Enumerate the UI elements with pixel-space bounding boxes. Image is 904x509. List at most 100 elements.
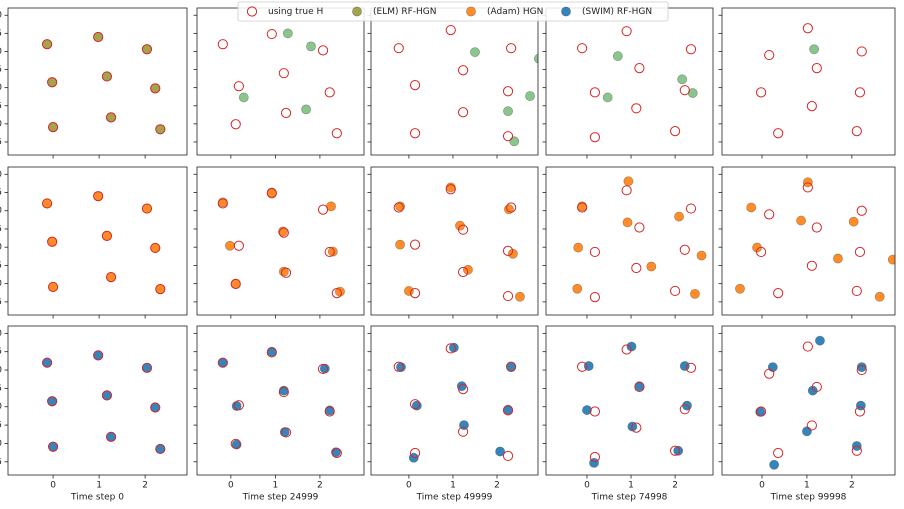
point (507, 248, 518, 259)
point (634, 63, 645, 74)
legend-marker (561, 6, 571, 17)
x-axis-label: Time step 0 (70, 493, 124, 503)
panel-frame (721, 166, 896, 316)
panel-frame (196, 7, 365, 156)
point (105, 112, 117, 123)
point (802, 182, 813, 193)
panel: 0.5 0.0 0.5 1.0 1.5 2.0 2.5 3.0 (0, 166, 188, 319)
point (589, 451, 601, 463)
panel-frame (370, 7, 539, 156)
point (755, 246, 767, 258)
point (502, 290, 514, 302)
point (47, 281, 59, 293)
point (317, 45, 329, 56)
point (802, 23, 813, 34)
point (685, 44, 697, 55)
point (495, 446, 506, 457)
panel-frame (370, 166, 539, 316)
point (470, 47, 480, 58)
point (735, 283, 745, 294)
point (105, 431, 117, 442)
point (101, 230, 113, 241)
point (621, 344, 632, 355)
point (621, 185, 632, 196)
point (811, 381, 822, 393)
point (324, 87, 335, 98)
point (101, 71, 113, 82)
points (735, 177, 895, 302)
point (502, 450, 514, 462)
panel: 0 1 2 Time step 74998 (542, 325, 714, 503)
point (677, 74, 688, 85)
point (409, 128, 421, 139)
point (631, 103, 642, 114)
x-tick-label: 0 (50, 481, 56, 491)
point (623, 176, 634, 187)
point (773, 128, 784, 139)
point (582, 405, 592, 415)
point (327, 246, 338, 257)
point (755, 406, 767, 417)
point (577, 202, 588, 213)
point (324, 406, 335, 417)
point (622, 217, 633, 228)
point (266, 188, 277, 199)
y-tick-label: 0.5 (0, 297, 2, 307)
x-tick-label: 1 (628, 481, 634, 491)
point (577, 43, 588, 54)
point (696, 250, 707, 261)
point (626, 341, 637, 352)
points (217, 346, 342, 459)
legend-label: using true H (268, 7, 323, 17)
panel-frame (721, 7, 896, 156)
y-tick-label: 3.0 (0, 170, 2, 180)
panel-frame (196, 325, 365, 476)
x-tick-label: 0 (406, 481, 412, 491)
point (266, 347, 277, 358)
point (589, 87, 601, 98)
panel (193, 7, 365, 159)
point (409, 399, 421, 410)
point (331, 447, 342, 459)
point (278, 68, 289, 79)
panel: 0 1 2 Time step 24999 (193, 325, 365, 503)
panel: 0.5 0.0 0.5 1.0 1.5 2.0 2.5 3.0 0 1 2 Time step 0 (0, 325, 188, 503)
x-tick-label: 2 (672, 481, 678, 491)
point (755, 87, 767, 98)
point (506, 43, 517, 54)
point (502, 405, 514, 416)
point (230, 278, 241, 290)
y-tick-label: 0.5 (0, 421, 2, 431)
point (280, 427, 292, 438)
point (457, 65, 469, 76)
point (105, 271, 117, 283)
point (746, 202, 757, 213)
point (589, 406, 601, 417)
panel-frame (370, 325, 539, 476)
legend: using true H (ELM) RF-HGN (Adam) HGN (SWIM)… (237, 1, 669, 22)
x-tick-label: 2 (849, 481, 855, 491)
point (674, 211, 684, 222)
point (811, 222, 822, 233)
point (141, 203, 153, 214)
point (854, 87, 866, 98)
points (42, 31, 166, 135)
point (331, 128, 342, 139)
point (851, 445, 862, 456)
point (150, 83, 161, 94)
point (445, 184, 456, 195)
point (533, 53, 538, 64)
point (502, 245, 514, 256)
point (685, 203, 697, 214)
y-tick-label: 2.5 (0, 29, 2, 39)
panel (718, 7, 896, 159)
point (506, 361, 517, 372)
panel-frame (545, 325, 714, 476)
point (874, 291, 885, 302)
point (851, 126, 862, 137)
point (393, 43, 404, 54)
point (627, 421, 638, 432)
